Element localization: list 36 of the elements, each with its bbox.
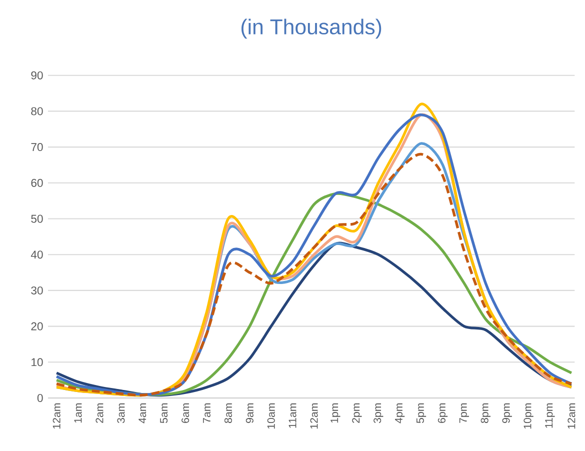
y-tick-label: 30 (31, 286, 43, 294)
y-tick-label: 0 (37, 394, 43, 402)
y-tick-label: 40 (30, 250, 43, 259)
x-tick-label: 12am (568, 403, 576, 429)
y-tick-label: 50 (31, 214, 43, 223)
x-tick-label: 9pm (502, 403, 512, 423)
x-tick-label: 4am (138, 403, 146, 424)
x-tick-label: 9am (246, 403, 254, 423)
y-tick-label: 70 (31, 143, 43, 152)
y-tick-label: 80 (31, 107, 43, 116)
y-tick-label: 10 (32, 358, 43, 366)
x-tick-label: 10am (267, 403, 275, 429)
y-tick-label: 20 (31, 322, 43, 330)
y-tick-label: 90 (31, 71, 43, 80)
x-tick-label: 1pm (330, 403, 340, 423)
x-tick-label: 8pm (480, 403, 490, 423)
x-tick-label: 1am (74, 403, 82, 423)
x-tick-label: 8am (224, 403, 232, 423)
x-tick-label: 7am (203, 403, 210, 423)
x-tick-label: 3am (117, 403, 125, 424)
x-tick-label: 5am (160, 403, 168, 424)
x-tick-label: 2pm (352, 403, 362, 423)
x-tick-label: 10pm (524, 403, 534, 429)
x-tick-label: 5pm (416, 403, 426, 424)
x-tick-label: 11am (288, 403, 296, 428)
y-tick-label: 60 (31, 178, 43, 187)
x-tick-label: 12am (310, 403, 318, 429)
chart-title: (in Thousands) (242, 18, 382, 39)
x-tick-label: 6pm (438, 403, 448, 423)
x-tick-label: 4pm (395, 403, 405, 424)
x-tick-label: 3pm (374, 403, 384, 424)
x-tick-label: 11pm (545, 403, 555, 428)
x-tick-label: 2am (96, 403, 104, 423)
x-tick-label: 7pm (459, 403, 469, 423)
x-tick-label: 12am (52, 403, 60, 429)
x-tick-label: 6am (182, 403, 190, 423)
